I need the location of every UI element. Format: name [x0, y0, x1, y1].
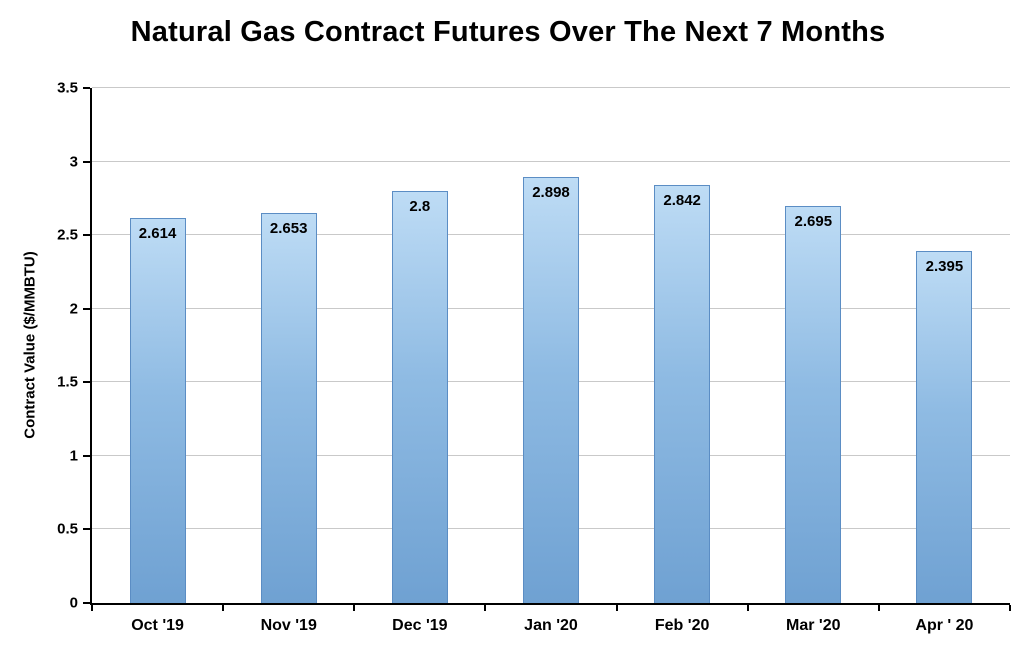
y-tick-label: 2	[69, 300, 78, 318]
bar-value-label: 2.653	[269, 219, 308, 237]
bar: 2.898	[523, 176, 579, 603]
x-tick-mark	[222, 605, 225, 611]
y-tick-mark	[83, 381, 90, 384]
y-tick-mark	[83, 528, 90, 531]
x-axis-category-label: Jan '20	[524, 617, 578, 634]
y-tick-label: 1	[69, 447, 78, 465]
x-tick-mark	[353, 605, 356, 611]
gridline	[92, 87, 1010, 88]
bar-value-label: 2.842	[663, 191, 701, 209]
x-axis-category-label: Dec '19	[392, 617, 448, 634]
plot-area: 0 0.5 1 1.5 2 2.5 3 3.5 2.614 Oct '19 2.653 Nov '19…	[57, 81, 1011, 634]
bar-value-label: 2.614	[138, 225, 177, 243]
chart-title: Natural Gas Contract Futures Over The Ne…	[130, 16, 886, 48]
x-tick-mark	[877, 605, 880, 611]
x-axis-category-label: Apr ' 20	[915, 617, 974, 634]
gridline	[92, 160, 1010, 162]
bar-value-label: 2.898	[532, 183, 570, 201]
bar: 2.395	[916, 250, 973, 603]
y-tick-mark	[83, 234, 90, 237]
x-tick-mark	[484, 605, 487, 611]
bar-value-label: 2.695	[794, 213, 833, 231]
x-tick-mark	[1009, 605, 1011, 611]
y-tick-mark	[83, 602, 90, 604]
y-axis-title: Contract Value ($/MMBTU)	[21, 251, 39, 439]
y-tick-label: 2.5	[57, 226, 78, 244]
x-tick-mark	[91, 605, 93, 611]
y-tick-mark	[83, 160, 90, 163]
bar: 2.653	[260, 212, 317, 603]
x-tick-mark	[746, 605, 749, 611]
y-tick-mark	[83, 454, 90, 457]
bar: 2.614	[129, 218, 186, 603]
y-tick-mark	[83, 87, 90, 89]
bar: 2.695	[785, 206, 842, 603]
x-axis-category-label: Nov '19	[260, 617, 317, 634]
bar: 2.842	[654, 184, 711, 603]
bar: 2.8	[391, 191, 448, 603]
x-tick-mark	[615, 605, 618, 611]
x-axis-category-label: Feb '20	[654, 617, 710, 634]
y-tick-label: 0	[69, 594, 78, 612]
y-tick-label: 3	[69, 153, 78, 171]
y-tick-label: 1.5	[57, 373, 78, 391]
bar-value-label: 2.8	[409, 198, 431, 215]
y-tick-mark	[83, 307, 90, 310]
bar-value-label: 2.395	[925, 257, 964, 275]
x-axis-category-label: Mar '20	[786, 617, 841, 634]
x-axis-category-label: Oct '19	[131, 617, 184, 634]
y-tick-label: 3.5	[57, 79, 78, 97]
y-tick-label: 0.5	[57, 520, 78, 538]
